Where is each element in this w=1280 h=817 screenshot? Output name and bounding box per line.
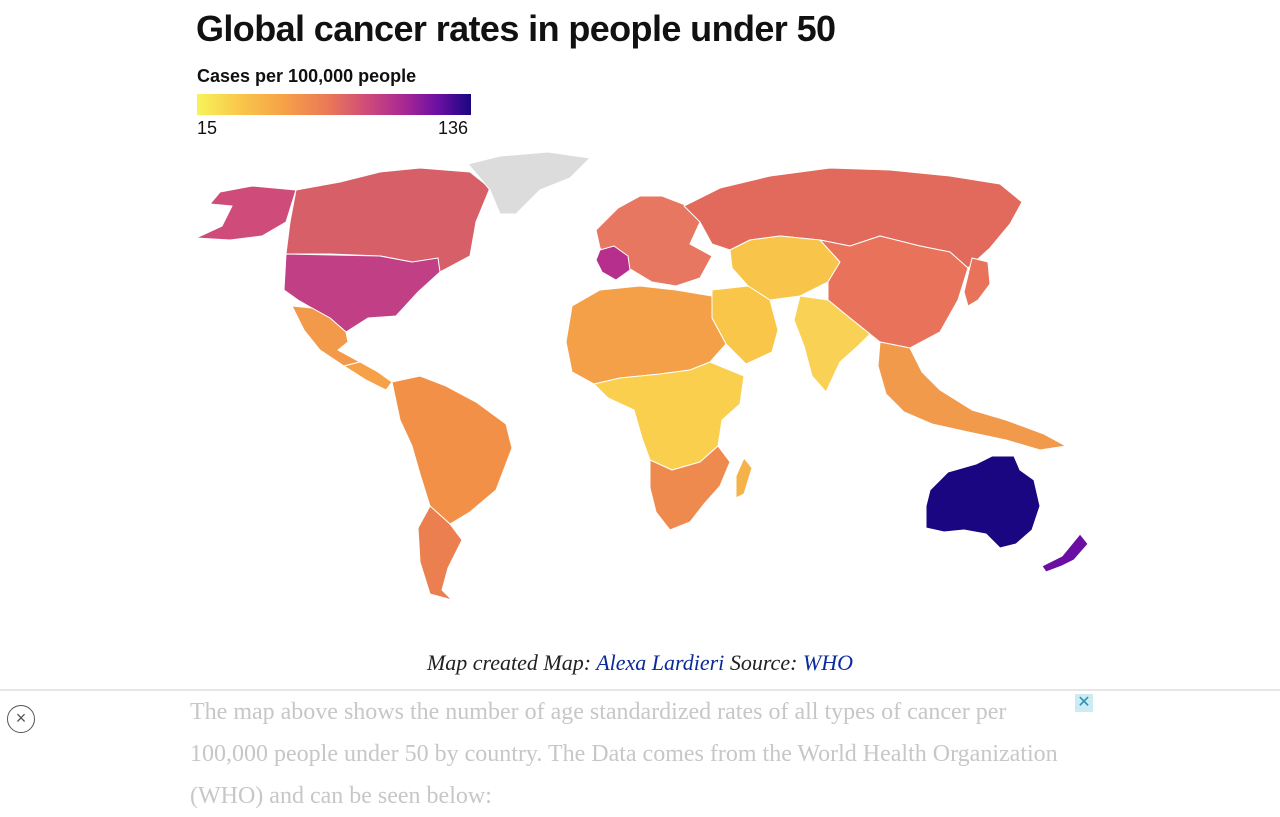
world-map xyxy=(195,151,1089,601)
region-central-africa xyxy=(593,361,745,471)
region-australia xyxy=(925,455,1041,549)
author-link[interactable]: Alexa Lardieri xyxy=(596,650,725,675)
region-india xyxy=(793,295,871,393)
source-link[interactable]: WHO xyxy=(802,650,854,675)
overlay-divider xyxy=(0,689,1280,691)
close-circle-icon[interactable]: × xyxy=(7,705,35,733)
ad-overlay xyxy=(0,691,1280,804)
region-new-zealand xyxy=(1041,533,1089,573)
region-central-america xyxy=(343,361,393,391)
map-title: Global cancer rates in people under 50 xyxy=(196,8,836,49)
region-argentina xyxy=(417,505,463,601)
legend-title: Cases per 100,000 people xyxy=(197,66,417,86)
legend-color-scale xyxy=(197,94,471,115)
article-paragraph: The map above shows the number of age st… xyxy=(190,699,1058,809)
region-south-america xyxy=(391,375,513,525)
region-southeast-asia xyxy=(877,341,1067,451)
region-alaska xyxy=(195,185,297,241)
region-greenland xyxy=(467,151,591,215)
caption-source-label: Source: xyxy=(724,650,803,675)
region-united-states xyxy=(283,253,441,333)
map-caption: Map created Map: Alexa Lardieri Source: … xyxy=(0,650,1280,676)
legend-max-value: 136 xyxy=(438,118,469,138)
region-japan xyxy=(963,257,991,307)
caption-prefix: Map created Map: xyxy=(426,650,597,675)
ad-close-icon[interactable]: ✕ xyxy=(1075,694,1093,712)
region-mexico xyxy=(291,305,361,367)
region-france xyxy=(595,245,631,281)
region-southern-africa xyxy=(649,445,731,531)
legend-min-value: 15 xyxy=(197,118,218,138)
region-china xyxy=(819,235,969,349)
region-madagascar xyxy=(735,457,753,499)
